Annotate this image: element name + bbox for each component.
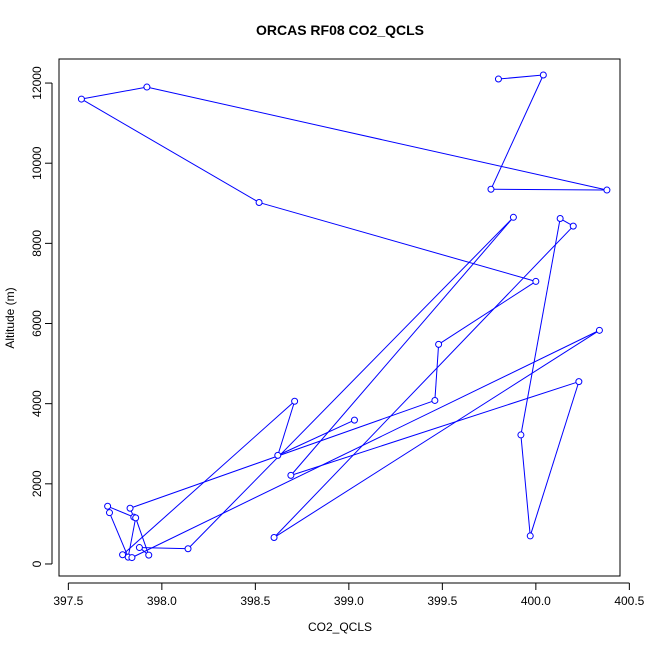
data-point [184,545,192,553]
data-point [569,222,577,230]
data-point [575,378,583,386]
series-segment [434,347,439,398]
series-segment [149,87,605,190]
series-segment [280,420,352,455]
data-point [132,514,140,522]
series-segment [440,282,534,344]
plot-area-border [58,58,621,577]
data-point [603,186,611,194]
data-point [104,502,112,510]
y-tick-label: 8000 [30,230,44,257]
data-point [287,471,295,479]
y-tick-label: 10000 [30,146,44,180]
x-tick-label: 399.5 [427,594,457,608]
data-point [270,534,278,542]
data-point [532,277,540,285]
x-tick-label: 397.5 [53,594,83,608]
y-axis-label: Altitude (m) [3,287,17,348]
data-point [145,551,153,559]
series-segment [110,506,132,517]
y-axis: 0 2000 4000 6000 8000 10000 12000 [30,66,53,567]
data-point [487,185,495,193]
y-tick-label: 6000 [30,310,44,337]
series-segment [276,331,598,537]
data-point [556,215,564,223]
y-tick-label: 2000 [30,470,44,497]
series-segment [84,87,145,100]
data-point [126,504,134,512]
x-axis-label: CO2_QCLS [308,620,372,634]
series-segment [278,403,295,453]
series-segment [520,437,531,533]
series-segment [292,219,512,474]
data-point [517,431,525,439]
data-point [143,83,151,91]
series-segment [110,515,128,555]
data-point [526,532,534,540]
series-segment [501,74,541,80]
series-segment [134,331,597,557]
x-tick-label: 400.0 [521,594,551,608]
data-point [119,551,127,559]
series-segment [491,77,543,187]
series-segment [136,520,149,553]
series-segment [142,547,186,550]
data-point [255,198,263,206]
data-point [135,544,143,552]
data-point [77,95,85,103]
series-segment [493,188,604,191]
chart-title: ORCAS RF08 CO2_QCLS [256,22,424,38]
y-tick-label: 4000 [30,390,44,417]
x-tick-label: 399.0 [334,594,364,608]
series-segment [530,384,579,534]
y-tick-label: 0 [30,560,44,567]
series-segment [275,227,572,536]
data-point [539,71,547,79]
x-tick-label: 398.0 [147,594,177,608]
data-point [435,340,443,348]
data-point [350,416,358,424]
series-segment [130,510,134,515]
x-tick-label: 400.5 [614,594,644,608]
series-segment [189,219,512,547]
data-point [274,451,282,459]
series-segment [83,100,257,202]
data-point [291,397,299,405]
y-tick-label: 12000 [30,66,44,100]
series-segment [562,219,571,226]
data-point [105,509,113,517]
data-point [128,554,136,562]
data-point [431,396,439,404]
series-layer [77,71,611,562]
data-point [595,326,603,334]
series-segment [520,221,561,433]
x-tick-label: 398.5 [240,594,270,608]
data-point [509,213,517,221]
series-segment [132,400,433,508]
series-segment [293,382,577,475]
data-point [494,75,502,83]
x-axis: 397.5 398.0 398.5 399.0 399.5 400.0 400.5 [53,582,645,608]
series-segment [124,402,293,554]
series-segment [261,202,534,282]
